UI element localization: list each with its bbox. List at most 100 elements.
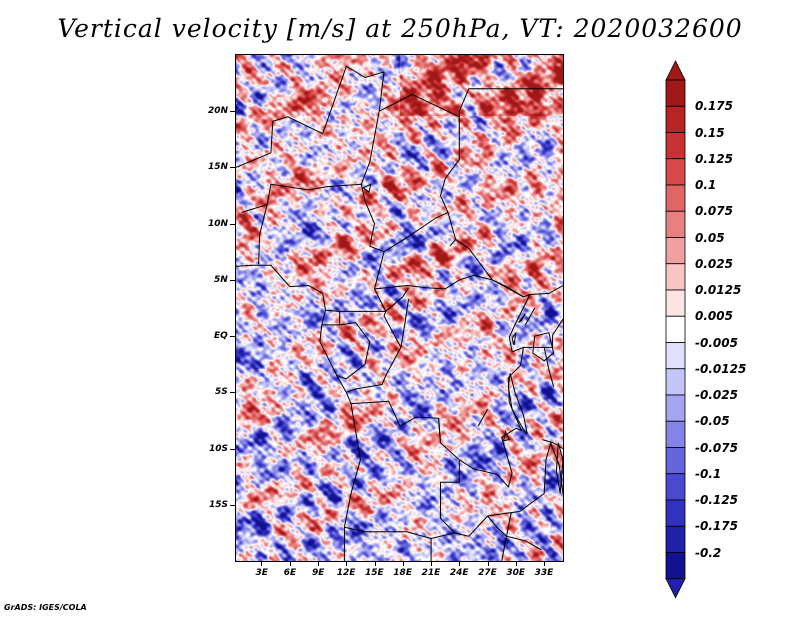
vertical-velocity-field [236,55,563,561]
colorbar-swatch [665,105,686,133]
country-border [258,204,268,265]
colorbar-label: 0.1 [695,178,717,192]
colorbar-label: 0.025 [695,256,733,271]
country-border [378,93,531,298]
x-tick [374,561,376,566]
x-tick [346,561,348,566]
x-tick [317,561,319,566]
y-tick-label: 5S [215,387,228,398]
colorbar-label: -0.2 [695,545,722,560]
colorbar-swatch [665,420,686,448]
country-border [346,315,402,393]
y-tick [230,279,235,281]
x-tick-label: 30E [506,568,526,578]
x-tick-label: 18E [393,568,412,578]
colorbar-swatch [665,315,686,343]
y-tick [230,111,235,113]
x-tick [459,561,461,566]
country-border [492,279,524,298]
x-tick-label: 21E [421,568,441,578]
map-panel [235,54,564,562]
country-border [383,211,449,253]
colorbar-swatch [665,499,686,527]
x-tick-label: 6E [283,568,297,578]
y-tick-label: 15N [208,162,229,173]
colorbar-label: 0.005 [695,309,733,324]
x-tick [431,561,433,566]
y-tick-label: 20N [208,106,229,117]
country-border [487,515,542,551]
country-border [523,318,563,348]
x-tick [289,561,291,566]
colorbar-bottom-arrow [665,578,686,599]
x-tick-label: 33E [534,568,554,578]
colorbar-swatch [665,342,686,370]
y-tick [230,336,235,338]
y-tick-label: 10N [208,218,229,229]
lake-outline [518,313,526,323]
y-tick-label: 5N [214,274,228,285]
y-tick [230,448,235,450]
country-boundaries [236,65,563,561]
x-tick-label: 12E [336,568,356,578]
country-border [459,427,522,488]
country-border [374,274,493,290]
x-tick [487,561,489,566]
lake-outline [532,332,555,362]
lake-outline [502,430,511,442]
colorbar-swatch [665,525,686,553]
x-tick [515,561,517,566]
colorbar-top-arrow [665,60,686,81]
country-border [468,511,520,537]
page-title: Vertical velocity [m/s] at 250hPa, VT: 2… [57,14,743,43]
lake-outline [507,373,528,435]
y-tick-label: 10S [209,443,229,454]
y-tick-label: 15S [209,499,229,510]
y-tick [230,223,235,225]
colorbar-label: -0.05 [695,414,730,429]
colorbar-label: -0.0125 [695,361,747,376]
x-tick [261,561,263,566]
y-tick [230,392,235,394]
country-border [507,294,531,431]
country-border [344,526,455,540]
country-border [266,183,387,317]
country-border [236,116,323,168]
country-border [400,298,409,348]
colorbar-label: -0.025 [695,388,738,402]
colorbar-label: 0.15 [695,125,725,140]
x-tick-label: 27E [478,568,497,578]
footer-credit: GrADS: IGES/COLA [4,603,87,612]
colorbar-swatch [665,132,686,160]
colorbar-swatch [665,473,686,501]
y-tick [230,167,235,169]
colorbar-label: 0.175 [695,99,733,114]
country-border [241,204,268,213]
country-border [524,307,536,326]
colorbar-label: -0.1 [695,466,722,481]
colorbar-label: 0.0125 [695,283,742,297]
colorbar-swatch [665,289,686,317]
x-tick-label: 9E [311,568,325,578]
colorbar-label: 0.05 [695,230,725,245]
lake-outline [362,183,372,194]
country-border [519,441,563,512]
country-border [501,512,512,561]
country-border [350,400,469,537]
country-border [449,239,456,247]
y-tick-label: EQ [214,331,228,342]
country-border [322,65,385,134]
colorbar-swatch [665,368,686,396]
x-tick-label: 24E [449,568,469,578]
colorbar-swatch [665,552,686,580]
country-border [336,322,371,380]
x-tick-label: 3E [255,568,268,578]
colorbar-swatch [665,210,686,238]
x-tick [402,561,404,566]
colorbar-label: 0.125 [695,151,733,166]
colorbar-swatch [665,184,686,212]
colorbar-swatch [665,237,686,265]
lake-outline [555,442,563,494]
colorbar-swatch [665,394,686,422]
colorbar-swatch [665,79,686,107]
